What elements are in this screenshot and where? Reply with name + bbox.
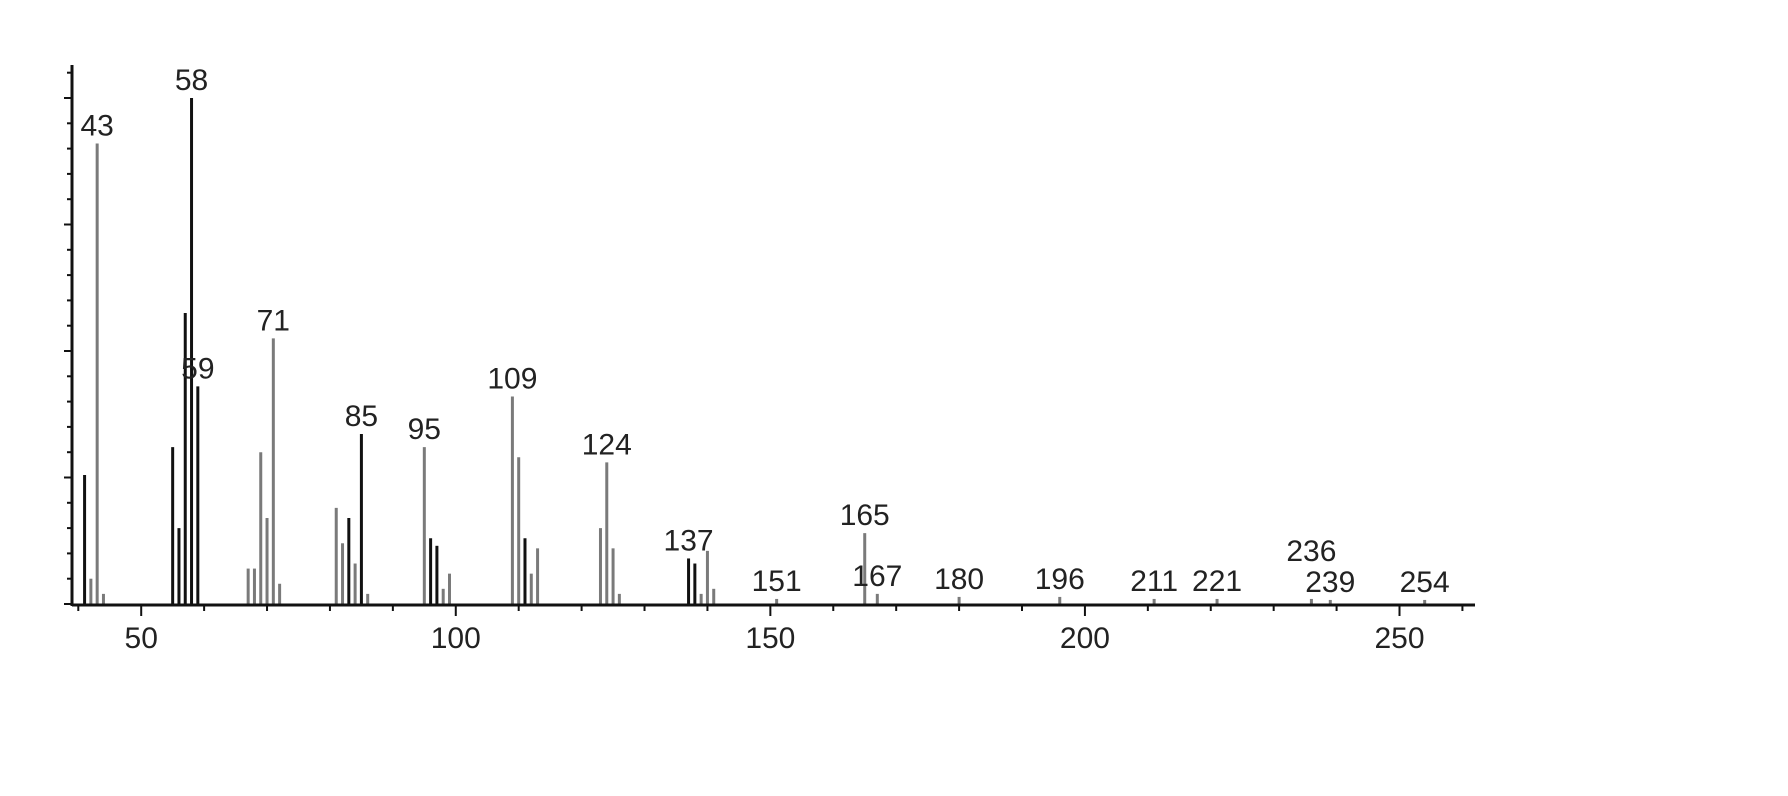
peak-label-180: 180 <box>934 563 984 596</box>
axes: 50 100 150 200 250 <box>64 65 1475 655</box>
x-tick-label: 150 <box>745 622 795 655</box>
peak-label-254: 254 <box>1400 566 1450 599</box>
x-tick-label: 200 <box>1060 622 1110 655</box>
x-tick-label: 100 <box>431 622 481 655</box>
peak-label-165: 165 <box>840 499 890 532</box>
peak-label-58: 58 <box>175 64 208 97</box>
peak-label-95: 95 <box>408 413 441 446</box>
peak-label-151: 151 <box>752 565 802 598</box>
peak-label-85: 85 <box>345 400 378 433</box>
x-tick-label: 50 <box>125 622 158 655</box>
peak-label-137: 137 <box>664 524 714 557</box>
peak-label-109: 109 <box>487 363 537 396</box>
peak-label-196: 196 <box>1035 563 1085 596</box>
peak-label-211: 211 <box>1130 565 1178 598</box>
peak-label-239: 239 <box>1305 566 1355 599</box>
peak-label-236: 236 <box>1286 535 1336 568</box>
peak-label-43: 43 <box>80 110 113 143</box>
peak-label-221: 221 <box>1192 565 1242 598</box>
peaks-layer <box>83 98 1427 604</box>
peak-label-124: 124 <box>582 428 632 461</box>
peak-label-167: 167 <box>852 560 902 593</box>
peak-label-71: 71 <box>257 304 290 337</box>
peak-label-59: 59 <box>181 352 214 385</box>
x-tick-label: 250 <box>1374 622 1424 655</box>
